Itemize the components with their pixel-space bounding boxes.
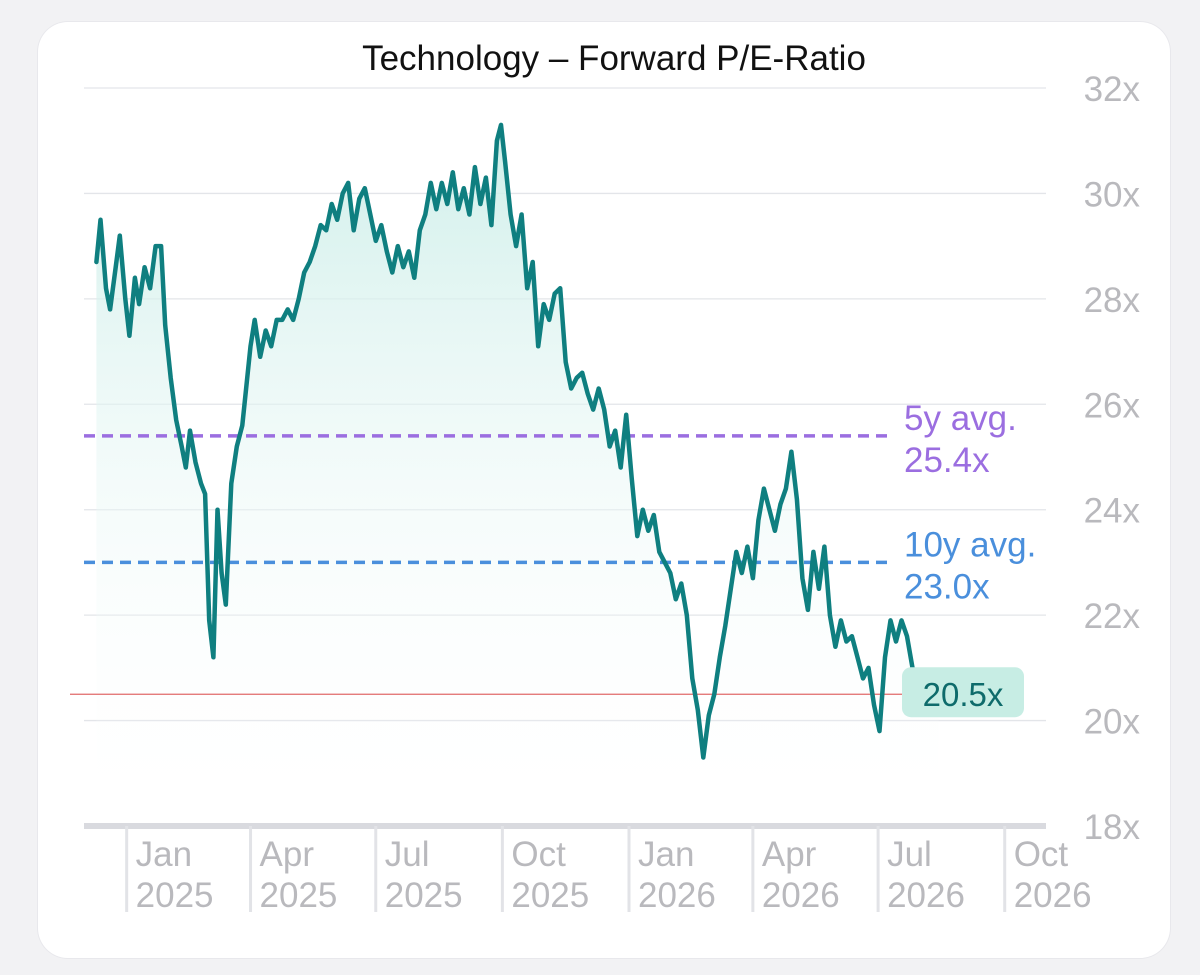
- x-tick-month: Oct: [511, 835, 566, 874]
- reference-line-value: 25.4x: [904, 441, 990, 480]
- x-tick-year: 2025: [385, 876, 463, 915]
- y-tick-label: 30x: [1084, 175, 1141, 214]
- last-value-badge-bg: [902, 667, 1024, 718]
- x-tick-month: Oct: [1014, 835, 1069, 874]
- series-area-fill: [96, 124, 939, 826]
- y-tick-label: 28x: [1084, 281, 1141, 320]
- y-tick-label: 18x: [1084, 808, 1141, 847]
- y-tick-label: 22x: [1084, 597, 1141, 636]
- x-tick-year: 2026: [887, 876, 965, 915]
- reference-line-value: 23.0x: [904, 567, 990, 606]
- x-tick-year: 2026: [762, 876, 840, 915]
- last-value-label: 20.5x: [923, 676, 1004, 713]
- x-tick-month: Jan: [638, 835, 694, 874]
- x-tick-month: Jan: [136, 835, 192, 874]
- y-tick-label: 24x: [1084, 492, 1141, 531]
- y-axis-tick-labels: 32x 30x 28x 26x 24x 22x 20x 18x: [1084, 70, 1141, 847]
- last-value-badge: 20.5x: [902, 667, 1024, 718]
- x-tick-year: 2025: [511, 876, 589, 915]
- chart-title: Technology – Forward P/E-Ratio: [362, 39, 866, 78]
- series-line: [94, 122, 941, 760]
- y-tick-label: 26x: [1084, 386, 1141, 425]
- x-tick-year: 2025: [260, 876, 338, 915]
- reference-line-label: 5y avg.: [904, 399, 1017, 438]
- x-tick-month: Apr: [762, 835, 817, 874]
- x-tick-year: 2025: [136, 876, 214, 915]
- x-tick-year: 2026: [638, 876, 716, 915]
- reference-line-label: 10y avg.: [904, 525, 1036, 564]
- x-axis: Jan2025Apr2025Jul2025Oct2025Jan2026Apr20…: [84, 823, 1092, 915]
- x-tick-month: Jul: [887, 835, 932, 874]
- x-tick-month: Jul: [385, 835, 430, 874]
- x-tick-month: Apr: [260, 835, 315, 874]
- x-tick-year: 2026: [1014, 876, 1092, 915]
- y-tick-label: 20x: [1084, 703, 1141, 742]
- y-tick-label: 32x: [1084, 70, 1141, 109]
